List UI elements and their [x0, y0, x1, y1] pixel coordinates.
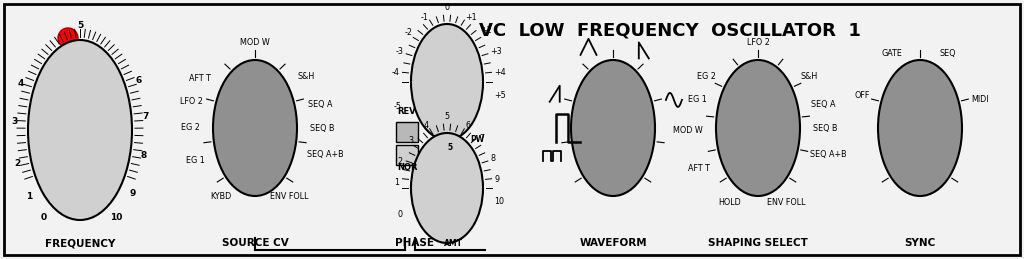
- Ellipse shape: [716, 60, 800, 196]
- Ellipse shape: [571, 60, 655, 196]
- Text: 0: 0: [398, 210, 402, 219]
- Ellipse shape: [411, 24, 483, 140]
- Text: GATE: GATE: [882, 49, 902, 58]
- Text: SEQ: SEQ: [940, 49, 956, 58]
- Text: 9: 9: [495, 175, 500, 184]
- Text: -5: -5: [394, 102, 402, 111]
- Text: -3: -3: [396, 47, 403, 55]
- Text: LFO 2: LFO 2: [746, 38, 769, 47]
- Text: EG 2: EG 2: [696, 72, 716, 81]
- Text: 10: 10: [110, 213, 122, 222]
- Text: MOD W: MOD W: [673, 126, 703, 135]
- Ellipse shape: [411, 133, 483, 243]
- Text: 5: 5: [444, 112, 450, 121]
- Text: 10: 10: [495, 197, 504, 206]
- Text: SOURCE CV: SOURCE CV: [221, 238, 289, 248]
- Text: 5: 5: [77, 21, 83, 31]
- Text: +3: +3: [490, 47, 502, 55]
- Text: 8: 8: [141, 151, 147, 160]
- Text: FREQUENCY: FREQUENCY: [45, 238, 115, 248]
- Text: SEQ A: SEQ A: [811, 100, 836, 109]
- Text: AFT T: AFT T: [688, 164, 711, 173]
- Text: LFO 2: LFO 2: [180, 97, 203, 106]
- Text: HOLD: HOLD: [719, 198, 741, 207]
- Text: 6: 6: [465, 121, 470, 130]
- Text: +5: +5: [495, 91, 506, 100]
- Text: 8: 8: [490, 154, 496, 163]
- Text: KYBD: KYBD: [211, 192, 231, 201]
- Text: +4: +4: [495, 68, 506, 77]
- Text: 2: 2: [14, 159, 20, 168]
- Text: 7: 7: [479, 134, 484, 143]
- Text: S&H: S&H: [298, 72, 314, 81]
- Text: +1: +1: [465, 13, 477, 22]
- Text: AFT T: AFT T: [189, 74, 211, 83]
- Text: 3: 3: [409, 135, 414, 145]
- Text: 5: 5: [447, 143, 453, 153]
- Text: AMT: AMT: [443, 239, 463, 248]
- Text: -2: -2: [406, 28, 413, 37]
- Text: MIDI: MIDI: [972, 95, 989, 104]
- Text: EG 1: EG 1: [688, 95, 707, 104]
- Text: OFF: OFF: [854, 91, 869, 100]
- Text: SEQ B: SEQ B: [813, 124, 838, 133]
- Text: S&H: S&H: [801, 72, 818, 81]
- Text: -4: -4: [391, 68, 399, 77]
- Text: WAVEFORM: WAVEFORM: [580, 238, 647, 248]
- Text: 6: 6: [135, 76, 141, 85]
- Text: SYNC: SYNC: [904, 238, 936, 248]
- Bar: [396, 122, 418, 142]
- Text: SHAPING SELECT: SHAPING SELECT: [708, 238, 808, 248]
- Text: 7: 7: [142, 112, 148, 121]
- Text: 4: 4: [424, 121, 429, 130]
- Ellipse shape: [28, 40, 132, 220]
- Text: +2: +2: [480, 26, 492, 35]
- Text: SEQ A: SEQ A: [307, 100, 332, 109]
- Text: ENV FOLL: ENV FOLL: [767, 198, 806, 207]
- Text: ENV FOLL: ENV FOLL: [269, 192, 308, 201]
- Ellipse shape: [213, 60, 297, 196]
- Text: NOR: NOR: [397, 163, 418, 172]
- Text: 1: 1: [26, 192, 32, 201]
- Text: REV: REV: [397, 107, 416, 117]
- Text: PW: PW: [470, 135, 484, 145]
- Text: PHASE: PHASE: [395, 238, 434, 248]
- Text: MOD W: MOD W: [240, 38, 270, 47]
- Ellipse shape: [58, 28, 78, 48]
- Text: 2: 2: [397, 157, 402, 166]
- Text: EG 1: EG 1: [185, 156, 205, 165]
- Text: SEQ A+B: SEQ A+B: [810, 150, 847, 159]
- Bar: [396, 145, 418, 165]
- Text: 0: 0: [444, 3, 450, 12]
- Text: SEQ A+B: SEQ A+B: [307, 150, 344, 159]
- Text: -1: -1: [421, 13, 429, 22]
- Text: 0: 0: [41, 213, 47, 222]
- Text: 3: 3: [11, 117, 17, 126]
- Ellipse shape: [878, 60, 962, 196]
- Text: VC  LOW  FREQUENCY  OSCILLATOR  1: VC LOW FREQUENCY OSCILLATOR 1: [479, 22, 861, 40]
- Text: 4: 4: [17, 79, 24, 88]
- Text: SEQ B: SEQ B: [310, 124, 335, 133]
- Text: 1: 1: [394, 178, 399, 187]
- Text: 9: 9: [129, 189, 135, 198]
- Text: EG 2: EG 2: [181, 124, 200, 133]
